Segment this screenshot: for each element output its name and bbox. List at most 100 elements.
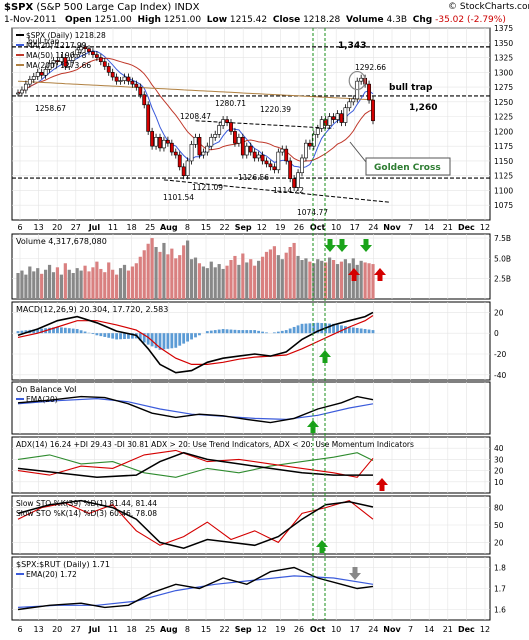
volume-bar	[122, 264, 127, 299]
macd-histogram-bar	[347, 326, 351, 334]
volume-bar	[166, 254, 170, 299]
volume-bar	[221, 268, 225, 299]
candle-body	[225, 119, 229, 123]
volume-bar	[233, 255, 237, 299]
price-date-tick: 6	[17, 223, 22, 232]
volume-bar	[363, 262, 367, 299]
minus-di-line	[17, 449, 374, 478]
macd-histogram-bar	[245, 330, 249, 334]
candle-body	[35, 72, 40, 77]
candle-body	[201, 151, 206, 156]
volume-bar	[16, 273, 20, 299]
macd-histogram-bar	[36, 329, 40, 334]
candle-body	[217, 125, 222, 135]
price-date-tick: 22	[220, 223, 230, 232]
volume-bar	[292, 242, 296, 299]
volume-bar	[182, 245, 186, 299]
volume-bar	[63, 263, 67, 299]
volume-signal-arrow	[348, 268, 360, 281]
candle-body	[126, 76, 131, 82]
candle-body	[213, 134, 218, 138]
volume-bar	[284, 252, 288, 299]
macd-histogram-bar	[276, 331, 280, 334]
price-annotation: 1,343	[338, 41, 366, 51]
macd-buy-arrow	[319, 350, 331, 363]
volume-bar	[272, 246, 276, 299]
volume-bar	[28, 266, 32, 299]
volume-bar	[335, 264, 340, 299]
candle-body	[272, 166, 277, 171]
macd-histogram-bar	[56, 326, 59, 334]
macd-histogram-bar	[249, 330, 253, 334]
price-annotation: 1114.22	[273, 186, 304, 195]
sto-tick-label: 80	[494, 504, 504, 513]
price-annotation: 1121.09	[192, 183, 223, 192]
volume-bar	[170, 248, 174, 299]
ratio-date-tick: 26	[294, 625, 304, 634]
volume-bar	[115, 274, 119, 299]
macd-histogram-bar	[292, 326, 296, 334]
price-annotation: 1,260	[409, 103, 437, 113]
price-date-tick: Dec	[458, 223, 475, 232]
macd-histogram-bar	[115, 333, 119, 340]
volume-bar	[79, 270, 83, 299]
volume-label: Volume 4,317,678,080	[16, 237, 107, 246]
candle-body	[91, 51, 95, 55]
source-credit: © StockCharts.com	[448, 2, 529, 12]
macd-histogram-bar	[111, 333, 115, 339]
ma200-line	[17, 80, 374, 101]
volume-bar	[276, 255, 280, 299]
price-date-tick: 24	[368, 223, 378, 232]
macd-histogram-bar	[95, 333, 99, 336]
price-tick-label: 1225	[494, 113, 513, 122]
macd-histogram-bar	[233, 329, 237, 334]
macd-histogram-bar	[91, 333, 95, 335]
candle-body	[236, 136, 241, 144]
macd-histogram-bar	[312, 323, 316, 334]
volume-bar	[36, 268, 40, 299]
volume-bar	[359, 260, 363, 299]
volume-bar	[111, 269, 115, 299]
candle-body	[130, 80, 135, 85]
volume-bar	[324, 262, 328, 299]
macd-histogram-bar	[355, 328, 359, 334]
candle-body	[142, 94, 147, 106]
candle-body	[244, 145, 249, 156]
macd-histogram-bar	[103, 333, 107, 337]
price-annotation: 1208.47	[180, 112, 211, 121]
volume-bar	[189, 259, 194, 299]
volume-bar	[343, 259, 347, 299]
price-annotation: 1126.56	[238, 173, 269, 182]
golden-cross-box	[365, 157, 451, 176]
macd-histogram-bar	[332, 323, 335, 334]
bull-trap-circle	[348, 70, 366, 91]
candle-body	[327, 116, 332, 126]
volume-bar	[32, 271, 36, 299]
volume-bar	[201, 266, 205, 299]
volume-bar	[331, 260, 336, 299]
volume-bar	[174, 258, 178, 299]
macd-histogram-bar	[213, 330, 217, 334]
adx-tick-label: 20	[494, 467, 504, 476]
price-tick-label: 1100	[494, 186, 513, 195]
macd-histogram-bar	[24, 330, 28, 334]
macd-tick-label: -40	[494, 371, 506, 380]
obv-ema-label: EMA(20)	[26, 395, 58, 404]
ratio-date-tick: Jul	[88, 625, 101, 634]
candle-body	[20, 89, 24, 94]
volume-bar	[91, 267, 95, 299]
ratio-date-tick: 15	[201, 625, 211, 634]
volume-bar	[130, 266, 134, 299]
candle-body	[264, 160, 269, 165]
volume-bar	[158, 251, 162, 299]
volume-bar	[75, 268, 79, 299]
volume-bar	[320, 260, 324, 299]
macd-histogram-bar	[371, 330, 375, 334]
volume-bar	[209, 261, 213, 299]
candle-body	[233, 131, 237, 144]
volume-bar	[146, 243, 150, 299]
candle-body	[158, 136, 162, 149]
ratio-date-tick: 22	[220, 625, 230, 634]
candle-body	[292, 178, 297, 188]
candle-body	[197, 136, 202, 156]
